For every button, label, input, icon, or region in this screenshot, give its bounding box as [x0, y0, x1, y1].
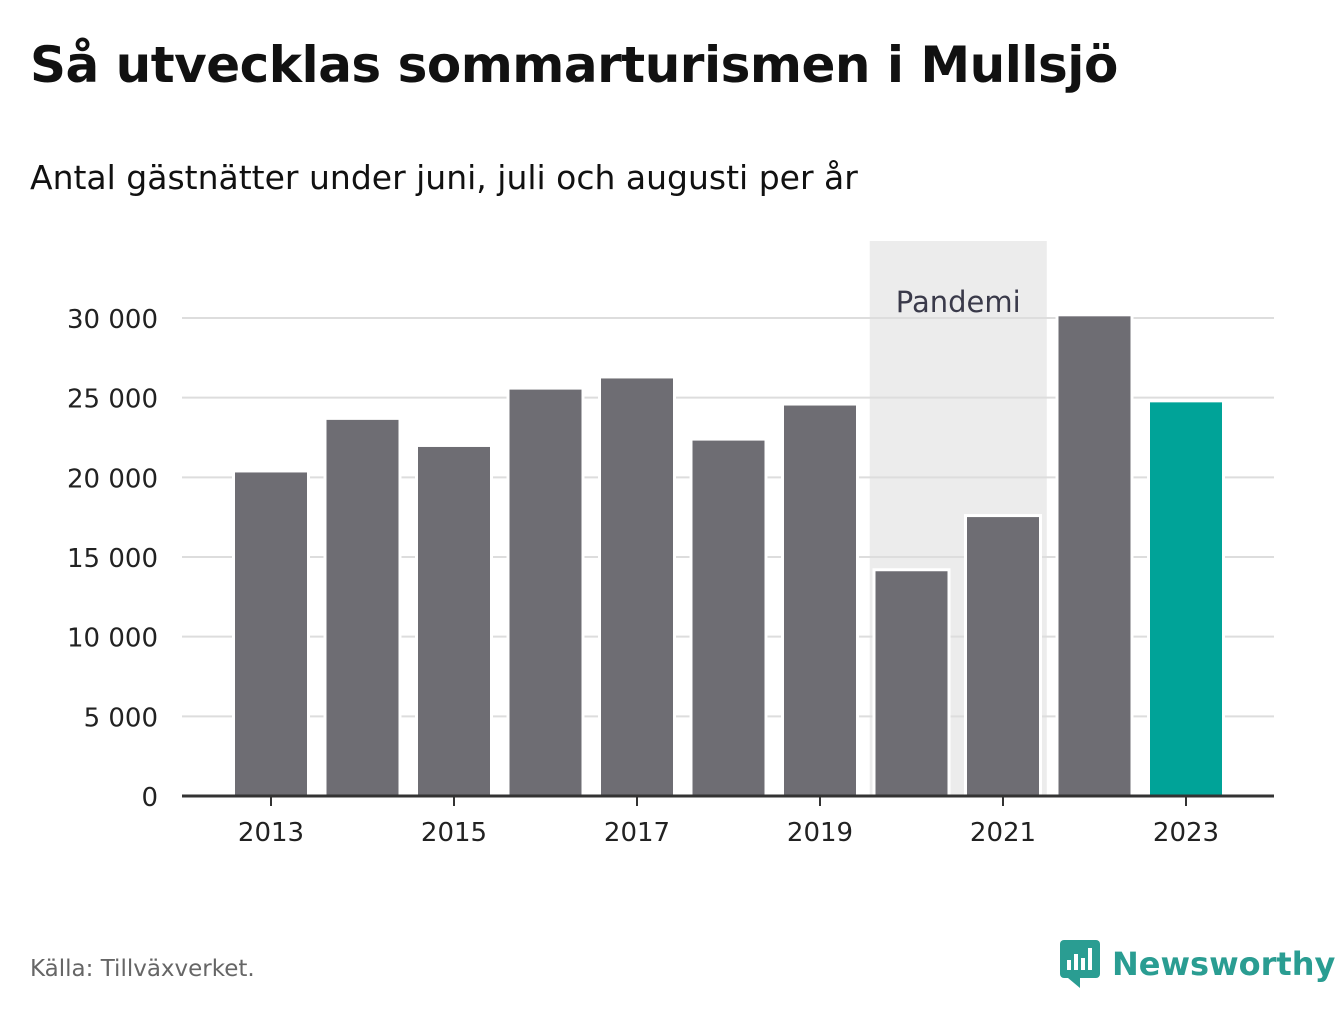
bar-2015 — [415, 443, 493, 798]
x-tick-label: 2017 — [604, 818, 670, 848]
y-tick-label: 30 000 — [67, 305, 158, 335]
source-note: Källa: Tillväxverket. — [30, 956, 255, 982]
y-tick-label: 15 000 — [67, 544, 158, 574]
y-tick-label: 5 000 — [84, 703, 158, 733]
y-tick-label: 0 — [141, 783, 158, 813]
x-tick-label: 2015 — [421, 818, 487, 848]
chart-title: Så utvecklas sommarturismen i Mullsjö — [30, 36, 1118, 94]
bar-2018 — [689, 437, 768, 798]
x-tick-label: 2023 — [1153, 818, 1219, 848]
y-tick-label: 25 000 — [67, 385, 158, 415]
newsworthy-logo-icon — [1060, 940, 1100, 988]
bar-2022 — [1055, 313, 1134, 798]
chart-subtitle: Antal gästnätter under juni, juli och au… — [30, 158, 858, 197]
y-tick-label: 20 000 — [67, 464, 158, 494]
bar-2020 — [872, 568, 951, 798]
x-tick-label: 2013 — [238, 818, 304, 848]
bar-2016 — [506, 386, 585, 798]
bar-chart: Pandemi 0 5 000 10 000 15 000 20 000 25 000 30 … — [67, 241, 1274, 848]
brand-name: Newsworthy — [1112, 945, 1336, 983]
pandemic-label: Pandemi — [896, 285, 1021, 319]
bar-2023 — [1147, 399, 1225, 798]
x-tick-label: 2021 — [970, 818, 1036, 848]
brand-logo: Newsworthy — [1060, 940, 1335, 988]
x-tick-label: 2019 — [787, 818, 853, 848]
y-tick-label: 10 000 — [67, 624, 158, 654]
bar-2021 — [964, 514, 1042, 798]
bar-2017 — [598, 375, 676, 798]
bar-2019 — [781, 402, 859, 798]
bar-2013 — [232, 469, 310, 798]
bar-2014 — [323, 416, 402, 798]
